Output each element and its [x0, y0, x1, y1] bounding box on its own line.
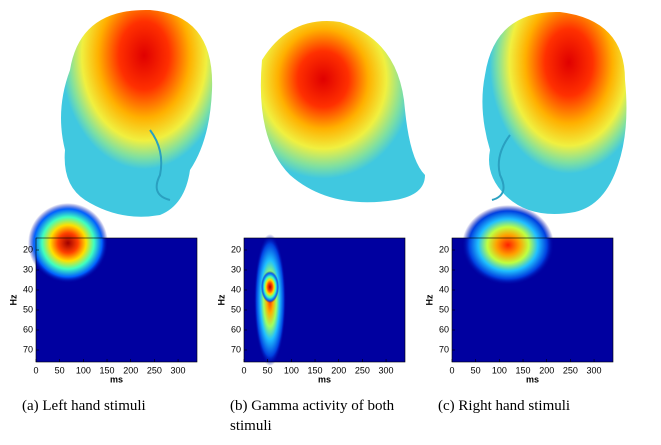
x-tick-label: 300	[379, 365, 394, 375]
x-axis-label: ms	[318, 374, 331, 384]
y-tick-label: 30	[23, 264, 33, 274]
y-tick-label: 70	[439, 344, 449, 354]
y-tick-label: 20	[23, 244, 33, 254]
x-tick-label: 100	[492, 365, 507, 375]
x-tick-label: 300	[171, 365, 186, 375]
y-tick-label: 30	[231, 264, 241, 274]
x-tick-label: 0	[449, 365, 454, 375]
x-tick-label: 200	[539, 365, 554, 375]
y-tick-label: 30	[439, 264, 449, 274]
y-tick-label: 40	[231, 284, 241, 294]
y-tick-label: 60	[231, 324, 241, 334]
caption: (c) Right hand stimuli	[438, 396, 638, 416]
y-tick-label: 40	[439, 284, 449, 294]
x-tick-label: 200	[331, 365, 346, 375]
x-tick-label: 0	[33, 365, 38, 375]
y-axis-label: Hz	[216, 294, 226, 305]
y-axis-label: Hz	[424, 294, 434, 305]
y-tick-label: 60	[439, 324, 449, 334]
head-right	[482, 12, 626, 214]
y-tick-label: 20	[439, 244, 449, 254]
x-axis-label: ms	[110, 374, 123, 384]
x-tick-label: 250	[147, 365, 162, 375]
x-tick-label: 0	[241, 365, 246, 375]
heatmap-both	[244, 234, 405, 366]
y-tick-label: 50	[23, 304, 33, 314]
x-tick-label: 50	[55, 365, 65, 375]
y-tick-label: 50	[231, 304, 241, 314]
heatmap-left	[28, 203, 197, 362]
x-tick-label: 250	[563, 365, 578, 375]
x-tick-label: 250	[355, 365, 370, 375]
y-axis-label: Hz	[8, 294, 18, 305]
y-tick-label: 70	[23, 344, 33, 354]
x-axis-label: ms	[526, 374, 539, 384]
head-left	[61, 10, 212, 217]
y-tick-label: 70	[231, 344, 241, 354]
x-tick-label: 200	[123, 365, 138, 375]
heatmap-right	[452, 205, 613, 362]
x-tick-label: 50	[263, 365, 273, 375]
y-tick-label: 60	[23, 324, 33, 334]
x-tick-label: 50	[471, 365, 481, 375]
y-tick-label: 20	[231, 244, 241, 254]
figure-art: 050100150200250300203040506070msHz050100…	[0, 0, 661, 445]
y-tick-label: 40	[23, 284, 33, 294]
y-tick-label: 50	[439, 304, 449, 314]
caption: (b) Gamma activity of both stimuli	[230, 396, 430, 436]
caption: (a) Left hand stimuli	[22, 396, 212, 416]
x-tick-label: 100	[76, 365, 91, 375]
x-tick-label: 300	[587, 365, 602, 375]
figure: 050100150200250300203040506070msHz050100…	[0, 0, 661, 445]
x-tick-label: 100	[284, 365, 299, 375]
head-back	[261, 21, 425, 202]
